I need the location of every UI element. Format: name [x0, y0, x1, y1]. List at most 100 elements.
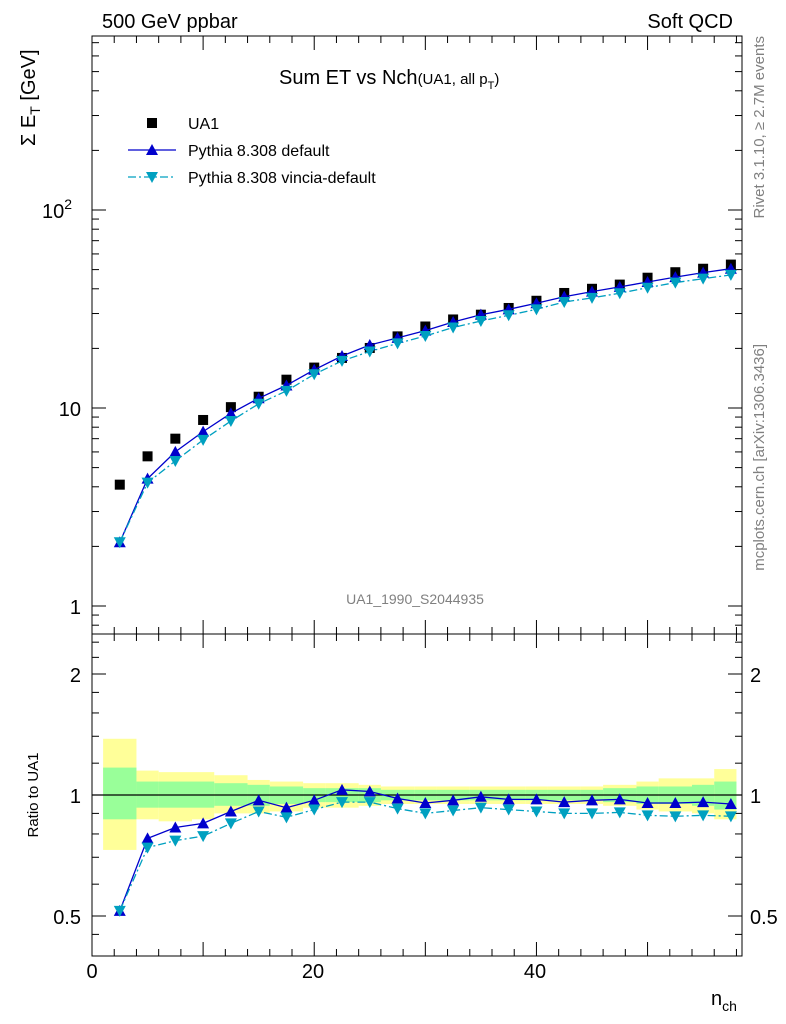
- ratio-point-default: [447, 794, 460, 806]
- ratio-point-default: [252, 794, 265, 806]
- legend-label-ua1: UA1: [188, 116, 219, 133]
- ratio-point-vincia: [419, 808, 432, 820]
- ratio-ylabel: Ratio to UA1: [25, 752, 42, 837]
- main-ticks: [91, 36, 742, 634]
- ratio-point-vincia: [530, 806, 543, 818]
- ratio-point-vincia: [280, 812, 293, 824]
- main-ytick-label-1: 1: [70, 597, 81, 619]
- main-point-vincia: [669, 277, 682, 289]
- main-title-sub-index: T: [488, 80, 495, 92]
- ratio-point-default: [419, 797, 432, 809]
- ratio-point-default: [197, 817, 210, 829]
- ratio-ytick-label-right-0.5: 0.5: [750, 907, 778, 929]
- ratio-point-default: [530, 793, 543, 805]
- main-panel: Sum ET vs Nch(UA1, all pT) Σ ET [GeV] 1 …: [18, 35, 743, 635]
- main-point-vincia: [724, 269, 737, 281]
- main-point-ua1: [142, 451, 153, 462]
- ratio-point-vincia: [224, 818, 237, 830]
- main-point-vincia: [169, 455, 182, 467]
- main-point-vincia: [113, 537, 126, 549]
- analysis-watermark: UA1_1990_S2044935: [346, 591, 484, 607]
- ratio-point-vincia: [113, 905, 126, 917]
- ratio-point-default: [336, 783, 348, 795]
- ratio-point-vincia: [391, 803, 404, 815]
- ratio-point-vincia: [474, 802, 487, 814]
- main-point-vincia: [586, 292, 598, 304]
- main-title-text: Sum ET vs Nch: [279, 67, 418, 89]
- legend-marker-vincia: [146, 172, 158, 183]
- mcplots-label: mcplots.cern.ch [arXiv:1306.3436]: [751, 344, 768, 571]
- main-ytick-label-10: 10: [59, 399, 81, 421]
- main-point-vincia: [280, 385, 293, 397]
- main-title-sub: (UA1, all p: [418, 71, 488, 88]
- ratio-point-default: [697, 796, 710, 808]
- main-point-vincia: [447, 322, 460, 334]
- ratio-point-default: [363, 785, 376, 797]
- main-ylabel-index: T: [27, 106, 43, 115]
- main-point-ua1: [114, 479, 125, 490]
- main-point-vincia: [391, 338, 404, 350]
- ratio-point-default: [586, 794, 598, 806]
- main-series-line-default: [119, 268, 731, 543]
- main-ytick-label-100-base: 10: [42, 201, 64, 223]
- ratio-point-vincia: [363, 797, 376, 809]
- ratio-point-vincia: [141, 842, 154, 854]
- main-point-vincia: [697, 273, 710, 285]
- xtick-label-20: 20: [302, 961, 324, 983]
- header-right: Soft QCD: [647, 11, 733, 33]
- main-point-vincia: [613, 288, 626, 300]
- xlabel-index: ch: [722, 998, 737, 1014]
- ratio-point-default: [474, 790, 487, 802]
- ratio-point-vincia: [697, 810, 710, 822]
- ratio-point-vincia: [669, 811, 682, 823]
- ratio-ytick-label-2: 2: [70, 665, 81, 687]
- main-point-vincia: [641, 282, 654, 294]
- legend: UA1 Pythia 8.308 default Pythia 8.308 vi…: [128, 116, 376, 187]
- main-point-default: [224, 407, 237, 419]
- main-ylabel-text: Σ E: [18, 115, 40, 146]
- ratio-point-default: [669, 797, 682, 809]
- ratio-point-default: [169, 821, 182, 833]
- ratio-point-vincia: [641, 810, 654, 822]
- ratio-point-default: [280, 801, 293, 813]
- main-point-vincia: [308, 369, 321, 381]
- ratio-bands: [103, 738, 737, 850]
- main-point-vincia: [558, 297, 571, 309]
- main-point-vincia: [336, 355, 348, 367]
- header-left: 500 GeV ppbar: [102, 11, 238, 33]
- main-ytick-label-100: 102: [42, 196, 72, 223]
- main-point-vincia: [141, 477, 154, 489]
- main-point-vincia: [363, 346, 376, 358]
- ratio-ytick-label-1: 1: [70, 786, 81, 808]
- main-point-vincia: [224, 415, 237, 427]
- main-point-vincia: [474, 316, 487, 328]
- ratio-series: [113, 783, 737, 917]
- ratio-point-default: [558, 796, 571, 808]
- ratio-point-vincia: [502, 804, 515, 816]
- ratio-point-vincia: [613, 807, 626, 819]
- legend-marker-default: [146, 144, 158, 155]
- ratio-point-default: [641, 797, 654, 809]
- xlabel: nch: [711, 988, 737, 1014]
- ratio-ytick-label-right-2: 2: [750, 665, 761, 687]
- ratio-point-default: [141, 832, 154, 844]
- main-ytick-label-100-exp: 2: [64, 196, 72, 212]
- ratio-point-vincia: [308, 804, 321, 816]
- main-point-vincia: [197, 434, 210, 446]
- main-title: Sum ET vs Nch(UA1, all pT): [279, 67, 499, 92]
- ratio-frame: [91, 633, 743, 957]
- main-point-vincia: [530, 304, 543, 316]
- main-point-vincia: [419, 331, 432, 343]
- legend-marker-ua1: [147, 118, 157, 128]
- main-point-default: [169, 445, 182, 457]
- ratio-point-default: [502, 793, 515, 805]
- ratio-point-vincia: [447, 805, 460, 817]
- xlabel-text: n: [711, 988, 722, 1010]
- main-ylabel: Σ ET [GeV]: [18, 49, 43, 146]
- ratio-point-vincia: [252, 806, 265, 818]
- ratio-ytick-label-0.5: 0.5: [53, 907, 81, 929]
- main-point-vincia: [252, 398, 265, 410]
- ratio-point-vincia: [724, 811, 737, 823]
- ratio-point-default: [613, 793, 626, 805]
